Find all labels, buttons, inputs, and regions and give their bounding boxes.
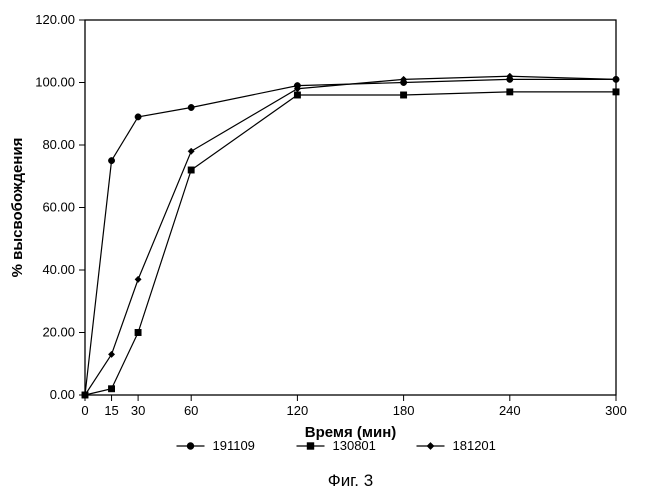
x-tick-label: 180	[393, 403, 415, 418]
x-tick-label: 120	[287, 403, 309, 418]
x-tick-label: 300	[605, 403, 627, 418]
series-line-181201	[85, 76, 616, 395]
series-marker-130801	[135, 329, 141, 335]
y-tick-label: 0.00	[50, 387, 75, 402]
y-tick-label: 120.00	[35, 12, 75, 27]
x-tick-label: 30	[131, 403, 145, 418]
release-chart: 0.00 20.00 40.00 60.00 80.00 100.00 120.00 0 15 3…	[0, 0, 646, 500]
series-marker-130801	[613, 89, 619, 95]
series-marker-181201	[135, 276, 141, 282]
y-tick-label: 80.00	[42, 137, 75, 152]
series-marker-191109	[135, 114, 141, 120]
x-tick-label: 60	[184, 403, 198, 418]
series-line-130801	[85, 92, 616, 395]
series-marker-181201	[108, 351, 114, 357]
legend-marker-181201	[427, 443, 433, 449]
y-tick-label: 20.00	[42, 325, 75, 340]
chart-container: 0.00 20.00 40.00 60.00 80.00 100.00 120.00 0 15 3…	[0, 0, 646, 500]
x-tick-label: 0	[81, 403, 88, 418]
x-tick-label: 15	[104, 403, 118, 418]
series-marker-130801	[400, 92, 406, 98]
y-tick-label: 60.00	[42, 200, 75, 215]
legend-marker-130801	[307, 443, 313, 449]
series-marker-130801	[294, 92, 300, 98]
figure-caption: Фиг. 3	[328, 471, 373, 490]
plot-border	[85, 20, 616, 395]
legend-marker-191109	[187, 443, 193, 449]
series-marker-191109	[108, 157, 114, 163]
x-tick-label: 240	[499, 403, 521, 418]
series-marker-130801	[188, 167, 194, 173]
y-tick-label: 40.00	[42, 262, 75, 277]
series-marker-181201	[188, 148, 194, 154]
series-marker-130801	[108, 386, 114, 392]
y-axis-title: % высвобождения	[9, 138, 26, 278]
legend-label: 130801	[333, 438, 376, 453]
legend-label: 191109	[213, 438, 255, 453]
y-tick-label: 100.00	[35, 75, 75, 90]
series-marker-130801	[507, 89, 513, 95]
series-line-191109	[85, 79, 616, 395]
legend-label: 181201	[453, 438, 496, 453]
series-marker-191109	[188, 104, 194, 110]
